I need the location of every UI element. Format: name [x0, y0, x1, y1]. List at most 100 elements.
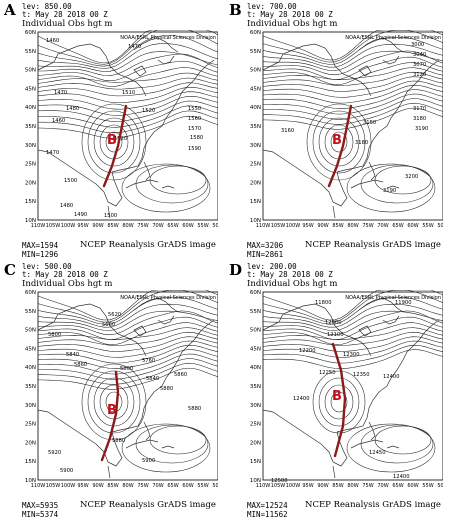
lon-tick-label: 80W — [347, 223, 358, 229]
contour-label: 3190 — [383, 188, 396, 194]
lon-tick-label: 110W — [31, 223, 46, 229]
lon-tick-label: 65W — [392, 223, 403, 229]
map-frame — [262, 291, 443, 481]
contour-label: 12400 — [393, 474, 410, 480]
lon-tick-label: 55W — [197, 483, 208, 489]
lon-tick-label: 80W — [122, 223, 133, 229]
lat-tick-label: 20N — [250, 180, 261, 186]
min-value: MIN=2861 — [247, 250, 284, 259]
source-label: NCEP Reanalysis GrADS image — [80, 240, 216, 250]
contour-label: 1470 — [54, 90, 67, 96]
lat-tick-label: 30N — [25, 403, 36, 409]
low-marker: B — [107, 403, 117, 418]
time-label: t: May 28 2018 00 Z — [247, 270, 333, 279]
lon-tick-label: 55W — [422, 483, 433, 489]
panel-letter: A — [4, 1, 16, 19]
lat-tick-label: 60N — [25, 30, 36, 36]
max-value: MAX=3206 — [247, 241, 284, 250]
level-label: lev: 200.00 — [247, 262, 297, 271]
lon-tick-label: 75W — [137, 483, 148, 489]
lat-tick-label: 55N — [250, 309, 261, 315]
low-marker: B — [332, 133, 342, 148]
lat-tick-label: 35N — [250, 384, 261, 390]
lon-tick-label: 100W — [286, 223, 301, 229]
contour-label: 5860 — [174, 372, 187, 378]
contour-label: 1510 — [122, 90, 135, 96]
contour-label: 12250 — [319, 370, 336, 376]
contour-label: 1520 — [142, 108, 155, 114]
lon-tick-label: 60W — [407, 483, 418, 489]
low-marker: B — [107, 133, 117, 148]
lon-tick-label: 85W — [332, 223, 343, 229]
lat-tick-label: 45N — [25, 346, 36, 352]
lat-tick-label: 10N — [25, 218, 36, 224]
contour-label: 5660 — [102, 322, 115, 328]
lon-tick-label: 60W — [407, 223, 418, 229]
lat-tick-label: 25N — [250, 162, 261, 168]
field-title: Individual Obs hgt m — [247, 279, 338, 289]
level-label: lev: 850.00 — [22, 2, 72, 11]
contour-label: 5620 — [108, 312, 121, 318]
contour-label: 3180 — [355, 140, 368, 146]
map-panel: D lev: 200.00 t: May 28 2018 00 Z Indivi… — [225, 260, 450, 519]
contour-label: 1500 — [104, 213, 117, 219]
lat-tick-label: 20N — [250, 440, 261, 446]
height-contours — [262, 30, 443, 213]
field-title: Individual Obs hgt m — [22, 19, 113, 29]
height-contours — [37, 290, 218, 473]
lat-tick-label: 60N — [250, 290, 261, 296]
lat-tick-label: 35N — [25, 124, 36, 130]
min-value: MIN=1296 — [22, 250, 59, 259]
lon-tick-label: 110W — [256, 223, 271, 229]
source-label: NCEP Reanalysis GrADS image — [80, 500, 216, 510]
contour-label: 1560 — [188, 116, 201, 122]
lat-tick-label: 35N — [250, 124, 261, 130]
level-label: lev: 500.00 — [22, 262, 72, 271]
contour-label: 5800 — [48, 332, 61, 338]
contour-label: 5900 — [60, 468, 73, 474]
contour-label: 1480 — [60, 203, 73, 209]
lon-tick-label: 50W — [437, 483, 443, 489]
lon-tick-label: 70W — [152, 223, 163, 229]
contour-label: 3070 — [413, 62, 426, 68]
contour-label: 3040 — [413, 52, 426, 58]
source-label: NCEP Reanalysis GrADS image — [305, 500, 441, 510]
contour-label: 5880 — [160, 386, 173, 392]
lon-tick-label: 100W — [61, 223, 76, 229]
time-label: t: May 28 2018 00 Z — [22, 10, 108, 19]
lat-tick-label: 50N — [25, 328, 36, 334]
contour-label: 12350 — [353, 372, 370, 378]
lon-tick-label: 90W — [317, 223, 328, 229]
lon-tick-label: 65W — [167, 483, 178, 489]
lat-tick-label: 20N — [25, 180, 36, 186]
contour-label: 1460 — [52, 118, 65, 124]
contour-label: 5840 — [146, 376, 159, 382]
lon-tick-label: 95W — [302, 483, 313, 489]
contour-label: 3000 — [411, 42, 424, 48]
lon-tick-label: 65W — [167, 223, 178, 229]
contour-label: 1500 — [64, 178, 77, 184]
contour-label: 5840 — [66, 352, 79, 358]
contour-label: 11900 — [395, 300, 412, 306]
level-label: lev: 700.00 — [247, 2, 297, 11]
lat-tick-label: 45N — [250, 86, 261, 92]
time-label: t: May 28 2018 00 Z — [247, 10, 333, 19]
lat-tick-label: 15N — [250, 459, 261, 465]
contour-label: 5920 — [48, 450, 61, 456]
contour-label: 3160 — [281, 128, 294, 134]
contour-label: 3180 — [413, 116, 426, 122]
trough-axis — [327, 104, 353, 188]
lon-tick-label: 85W — [107, 483, 118, 489]
lat-tick-label: 25N — [25, 422, 36, 428]
lat-tick-label: 30N — [25, 143, 36, 149]
contour-label: 3190 — [415, 126, 428, 132]
lon-tick-label: 90W — [92, 483, 103, 489]
contour-label: 5800 — [120, 366, 133, 372]
field-title: Individual Obs hgt m — [247, 19, 338, 29]
lat-tick-label: 40N — [25, 105, 36, 111]
contour-label: 12400 — [383, 374, 400, 380]
max-value: MAX=1594 — [22, 241, 59, 250]
